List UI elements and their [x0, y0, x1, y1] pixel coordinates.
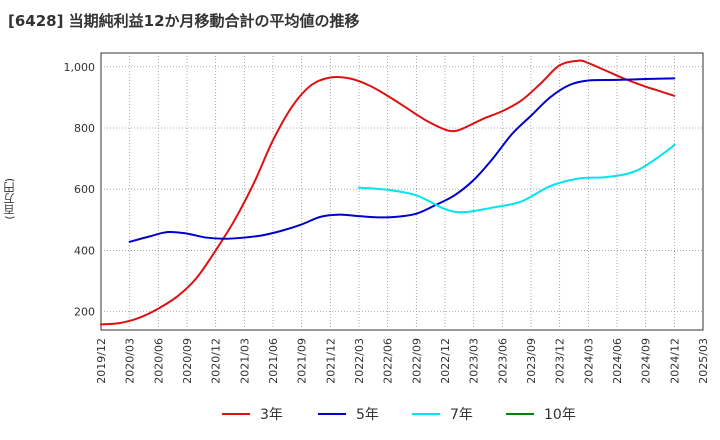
legend-swatch-3yr — [222, 413, 250, 415]
x-tick-label: 2023/09 — [525, 338, 538, 384]
legend-swatch-7yr — [412, 413, 440, 415]
chart-canvas: 2019/12 2020/03 2020/06 2020/09 2020/12 2021/… — [64, 52, 710, 384]
x-tick-label: 2020/03 — [124, 338, 137, 384]
x-tick-label: 2024/09 — [640, 338, 653, 384]
x-tick-label: 2024/03 — [582, 338, 595, 384]
x-tick-label: 2020/09 — [181, 338, 194, 384]
legend-item-10yr: 10年 — [506, 402, 576, 426]
legend-label-10yr: 10年 — [544, 407, 576, 423]
x-tick-label: 2022/12 — [439, 338, 452, 384]
y-tick-label: 200 — [74, 306, 95, 319]
x-tick-label: 2023/03 — [468, 338, 481, 384]
x-tick-label: 2022/06 — [382, 338, 395, 384]
x-tick-label: 2021/12 — [324, 338, 337, 384]
legend-item-3yr: 3年 — [222, 402, 283, 426]
x-tick-label: 2021/03 — [238, 338, 251, 384]
x-tick-label: 2021/06 — [267, 338, 280, 384]
x-tick-label: 2023/06 — [496, 338, 509, 384]
x-tick-label: 2019/12 — [95, 338, 108, 384]
x-tick-label: 2023/12 — [554, 338, 567, 384]
x-tick-label: 2024/12 — [668, 338, 681, 384]
legend-label-3yr: 3年 — [260, 407, 283, 423]
series-7yr-line — [358, 143, 676, 214]
y-tick-label: 600 — [74, 183, 95, 196]
x-tick-label: 2025/03 — [697, 338, 710, 384]
legend-label-5yr: 5年 — [356, 407, 379, 423]
x-tick-label: 2020/12 — [210, 338, 223, 384]
legend: 3年 5年 7年 10年 — [0, 402, 720, 426]
legend-label-7yr: 7年 — [450, 407, 473, 423]
x-tick-label: 2022/03 — [353, 338, 366, 384]
x-tick-label: 2020/06 — [152, 338, 165, 384]
series-5yr-line — [128, 77, 676, 243]
y-tick-label: 1,000 — [64, 61, 96, 74]
legend-swatch-5yr — [318, 413, 346, 415]
chart-title: [6428] 当期純利益12か月移動合計の平均値の推移 — [8, 12, 360, 30]
legend-item-7yr: 7年 — [412, 402, 473, 426]
y-tick-label: 800 — [74, 122, 95, 135]
legend-item-5yr: 5年 — [318, 402, 379, 426]
x-tick-label: 2024/06 — [611, 338, 624, 384]
x-tick-label: 2021/09 — [296, 338, 309, 384]
y-tick-label: 400 — [74, 244, 95, 257]
x-tick-label: 2022/09 — [410, 338, 423, 384]
series-3yr-line — [100, 59, 676, 326]
legend-swatch-10yr — [506, 413, 534, 415]
